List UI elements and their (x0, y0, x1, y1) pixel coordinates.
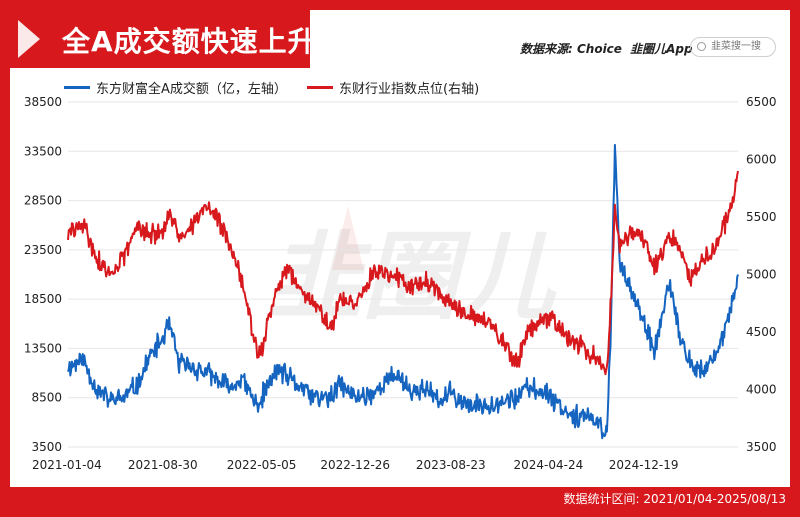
x-axis: 2021-01-04 2021-08-30 2022-05-05 2022-12-26… (32, 458, 678, 472)
y-right-tick-label: 6500 (746, 95, 777, 109)
search-icon (697, 42, 706, 51)
chart-title: 全A成交额快速上升 (62, 25, 317, 58)
series-line-index (67, 170, 739, 376)
legend-item-right: 东财行业指数点位(右轴) (307, 78, 479, 97)
search-input[interactable]: 韭菜搜一搜 (690, 37, 776, 57)
legend-swatch-red (307, 86, 334, 89)
y-right-tick-label: 4500 (746, 325, 777, 339)
x-tick-label: 2022-05-05 (227, 458, 297, 472)
source-brand: 韭圈儿App (630, 42, 693, 56)
x-tick-label: 2021-08-30 (128, 458, 198, 472)
watermark-arrow (332, 206, 364, 270)
y-right-tick-label: 5500 (746, 210, 777, 224)
y-left-tick-label: 13500 (24, 341, 62, 355)
series-line-turnover (67, 143, 739, 440)
data-source: 数据来源: Choice 韭圈儿App (520, 40, 693, 57)
source-label: 数据来源: Choice (520, 42, 622, 56)
legend-swatch-blue (64, 86, 90, 89)
watermark-text: 韭圈儿 (266, 221, 557, 333)
title-banner (10, 10, 310, 68)
y-axis-left: 3500 8500 13500 18500 23500 28500 33500 38500 (24, 95, 62, 454)
watermark: 韭圈儿 (266, 206, 557, 333)
y-left-tick-label: 33500 (24, 144, 62, 158)
y-left-tick-label: 18500 (24, 292, 62, 306)
line-chart: 韭圈儿 3500 8500 13500 18500 23500 28500 33500 385… (24, 95, 777, 472)
x-tick-label: 2024-12-19 (609, 458, 679, 472)
x-tick-label: 2024-04-24 (514, 458, 584, 472)
legend-item-left: 东方财富全A成交额（亿，左轴） (64, 78, 287, 97)
series-lines (67, 143, 739, 440)
legend-label-left: 东方财富全A成交额（亿，左轴） (96, 82, 287, 97)
search-placeholder: 韭菜搜一搜 (711, 41, 761, 52)
x-tick-label: 2021-01-04 (32, 458, 102, 472)
y-left-tick-label: 23500 (24, 243, 62, 257)
x-tick-label: 2023-08-23 (416, 458, 486, 472)
y-right-tick-label: 4000 (746, 383, 777, 397)
date-range-note: 数据统计区间: 2021/01/04-2025/08/13 (563, 492, 786, 506)
y-left-tick-label: 28500 (24, 194, 62, 208)
y-axis-right: 3500 4000 4500 5000 5500 6000 6500 (746, 95, 777, 454)
y-right-tick-label: 6000 (746, 153, 777, 167)
y-right-tick-label: 3500 (746, 440, 777, 454)
y-left-tick-label: 38500 (24, 95, 62, 109)
grid-lines (68, 101, 738, 448)
chart-panel: 全A成交额快速上升 数据来源: Choice 韭圈儿App 韭菜搜一搜 东方财富… (10, 10, 790, 487)
legend-label-right: 东财行业指数点位(右轴) (339, 82, 480, 97)
y-right-tick-label: 5000 (746, 268, 777, 282)
y-left-tick-label: 3500 (31, 440, 62, 454)
legend: 东方财富全A成交额（亿，左轴） 东财行业指数点位(右轴) (64, 78, 495, 97)
y-left-tick-label: 8500 (31, 391, 62, 405)
x-tick-label: 2022-12-26 (320, 458, 390, 472)
